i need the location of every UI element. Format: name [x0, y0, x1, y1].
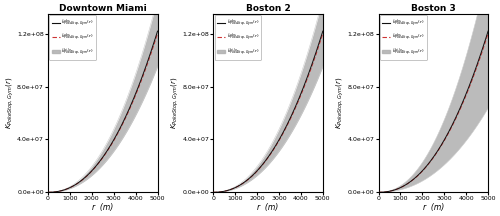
- Title: Boston 2: Boston 2: [246, 4, 290, 13]
- Y-axis label: $K_{PokeStop,\,Gym}(r)$: $K_{PokeStop,\,Gym}(r)$: [4, 77, 16, 129]
- Title: Boston 3: Boston 3: [411, 4, 456, 13]
- Y-axis label: $K_{PokeStop,\,Gym}(r)$: $K_{PokeStop,\,Gym}(r)$: [334, 77, 346, 129]
- Legend: $\hat{k}^{obs.}_{PokeStop,Gym}(r)$, $\hat{k}^{obs.}_{PokeStop,Gym}(r)$, $\hat{k}: $\hat{k}^{obs.}_{PokeStop,Gym}(r)$, $\ha…: [214, 15, 262, 60]
- Title: Downtown Miami: Downtown Miami: [59, 4, 146, 13]
- Legend: $\hat{k}^{obs.}_{PokeStop,Gym}(r)$, $\hat{k}^{obs.}_{PokeStop,Gym}(r)$, $\hat{k}: $\hat{k}^{obs.}_{PokeStop,Gym}(r)$, $\ha…: [50, 15, 96, 60]
- X-axis label: r  (m): r (m): [92, 203, 114, 212]
- X-axis label: r  (m): r (m): [258, 203, 278, 212]
- X-axis label: r  (m): r (m): [422, 203, 444, 212]
- Y-axis label: $K_{PokeStop,\,Gym}(r)$: $K_{PokeStop,\,Gym}(r)$: [170, 77, 181, 129]
- Legend: $\hat{k}^{obs.}_{PokeStop,Gym}(r)$, $\hat{k}^{obs.}_{PokeStop,Gym}(r)$, $\hat{k}: $\hat{k}^{obs.}_{PokeStop,Gym}(r)$, $\ha…: [380, 15, 426, 60]
